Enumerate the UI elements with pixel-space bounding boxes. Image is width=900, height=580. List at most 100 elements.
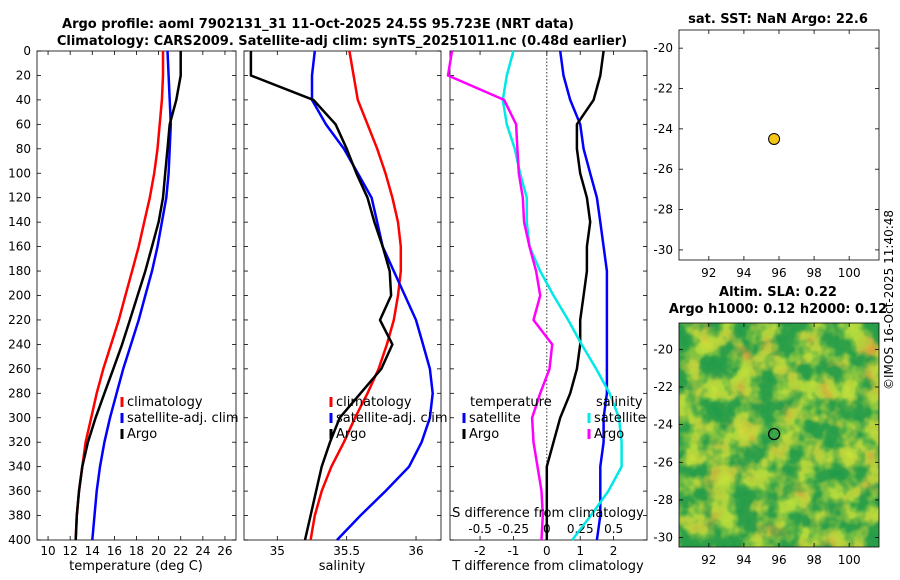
x-tick-label: 35 xyxy=(270,544,285,558)
x-tick-label: 12 xyxy=(63,544,78,558)
x-tick-label: 18 xyxy=(129,544,144,558)
map-y-tick-label: -30 xyxy=(653,243,673,257)
temperature-line-climatology xyxy=(74,51,165,541)
y-tick-label: 80 xyxy=(16,142,31,156)
diff-legend-sal-1-label: Argo xyxy=(594,427,624,442)
y-tick-label: 180 xyxy=(8,264,31,278)
difference-line-salinity-satellite xyxy=(501,50,623,541)
map-y-tick-label: -22 xyxy=(653,82,673,96)
temperature-line-satellite-adj-clim xyxy=(91,50,173,541)
map-x-tick-label: 94 xyxy=(736,553,751,567)
map-y-tick-label: -22 xyxy=(653,380,673,394)
temperature-xlabel: temperature (deg C) xyxy=(69,559,203,574)
map-x-tick-label: 94 xyxy=(736,266,751,280)
y-tick-label: 200 xyxy=(8,289,31,303)
sal-legend-item-2-label: Argo xyxy=(336,427,366,442)
diff-legend-temperature-title: temperature xyxy=(470,395,552,410)
map-y-tick-label: -28 xyxy=(653,493,673,507)
x-tick-label: 36 xyxy=(408,544,423,558)
salinity-line-argo xyxy=(249,51,394,541)
y-tick-label: 140 xyxy=(8,215,31,229)
temp-legend-item-0-label: climatology xyxy=(127,395,203,410)
difference-top-label: S difference from climatology xyxy=(452,506,644,521)
map-x-tick-label: 98 xyxy=(806,553,821,567)
x-tick-label: -2 xyxy=(474,544,486,558)
sla-title-line2: Argo h1000: 0.12 h2000: 0.12 xyxy=(669,302,887,317)
diff-legend-temp-0-label: satellite xyxy=(469,411,521,426)
x-tick-label: 26 xyxy=(217,544,232,558)
difference-line-salinity-argo xyxy=(446,50,554,541)
temperature-line-argo xyxy=(74,51,182,541)
map-y-tick-label: -30 xyxy=(653,531,673,545)
y-tick-label: 260 xyxy=(8,362,31,376)
x-tick-label: 22 xyxy=(173,544,188,558)
y-tick-label: 60 xyxy=(16,117,31,131)
salinity-line-satellite-adj-clim xyxy=(310,50,434,541)
salinity-xlabel: salinity xyxy=(319,559,366,574)
x-tick-label: 1 xyxy=(576,544,584,558)
y-tick-label: 280 xyxy=(8,386,31,400)
x-tick-label: 10 xyxy=(40,544,55,558)
map-y-tick-label: -26 xyxy=(653,455,673,469)
y-tick-label: 360 xyxy=(8,484,31,498)
map-x-tick-label: 92 xyxy=(701,266,716,280)
s-tick-label: 0.5 xyxy=(604,522,623,536)
sla-title-line1: Altim. SLA: 0.22 xyxy=(719,285,837,300)
y-tick-label: 40 xyxy=(16,93,31,107)
figure-title-line2: Climatology: CARS2009. Satellite-adj cli… xyxy=(57,34,627,49)
x-tick-label: 0 xyxy=(543,544,551,558)
x-tick-label: 35.5 xyxy=(333,544,360,558)
map-y-tick-label: -28 xyxy=(653,203,673,217)
y-tick-label: 320 xyxy=(8,435,31,449)
difference-xlabel: T difference from climatology xyxy=(451,559,644,574)
y-tick-label: 380 xyxy=(8,509,31,523)
difference-panel-frame xyxy=(449,50,648,541)
y-tick-label: 0 xyxy=(23,44,31,58)
y-tick-label: 300 xyxy=(8,411,31,425)
map-y-tick-label: -20 xyxy=(653,41,673,55)
argo-float-marker xyxy=(768,132,781,145)
y-tick-label: 400 xyxy=(8,533,31,547)
map-x-tick-label: 100 xyxy=(838,553,861,567)
x-tick-label: 2 xyxy=(610,544,618,558)
map-x-tick-label: 92 xyxy=(701,553,716,567)
s-tick-label: -0.25 xyxy=(498,522,529,536)
y-tick-label: 240 xyxy=(8,337,31,351)
y-tick-label: 220 xyxy=(8,313,31,327)
map-y-tick-label: -20 xyxy=(653,342,673,356)
difference-line-temperature-satellite xyxy=(558,50,609,541)
x-tick-label: 20 xyxy=(151,544,166,558)
y-tick-label: 340 xyxy=(8,460,31,474)
figure-title-line1: Argo profile: aoml 7902131_31 11-Oct-202… xyxy=(62,17,574,32)
sal-legend-item-1-label: satellite-adj. clim xyxy=(336,411,448,426)
sst-map-frame xyxy=(678,29,880,261)
temperature-panel: 0 20 40 60 80 100 120 140 160 180 200 220 240 260 280 3… xyxy=(8,44,239,558)
x-tick-label: 16 xyxy=(107,544,122,558)
map-y-tick-label: -24 xyxy=(653,122,673,136)
x-tick-label: 14 xyxy=(85,544,100,558)
argo-float-position-circle xyxy=(767,427,781,441)
map-x-tick-label: 98 xyxy=(806,266,821,280)
sst-map: 92 94 96 98 100 -20 -22 -24 -26 -28 -30 xyxy=(653,30,879,280)
map-y-tick-label: -24 xyxy=(653,418,673,432)
map-y-tick-label: -26 xyxy=(653,162,673,176)
diff-legend-temp-1-label: Argo xyxy=(469,427,499,442)
sla-heatmap xyxy=(679,323,879,547)
map-x-tick-label: 96 xyxy=(771,553,786,567)
salinity-line-climatology xyxy=(309,50,403,541)
y-tick-label: 120 xyxy=(8,191,31,205)
sst-map-title: sat. SST: NaN Argo: 22.6 xyxy=(688,12,868,27)
credit-text: ©IMOS 16-Oct-2025 11:40:48 xyxy=(882,210,896,390)
map-x-tick-label: 100 xyxy=(838,266,861,280)
sla-map: 92 94 96 98 100 -20 -22 -24 -26 -28 -30 xyxy=(653,323,879,567)
difference-line-temperature-argo xyxy=(545,50,605,540)
y-tick-label: 20 xyxy=(16,68,31,82)
x-tick-label: 24 xyxy=(195,544,210,558)
map-x-tick-label: 96 xyxy=(771,266,786,280)
y-tick-label: 100 xyxy=(8,166,31,180)
sal-legend-item-0-label: climatology xyxy=(336,395,412,410)
diff-legend-sal-0-label: satellite xyxy=(594,411,646,426)
